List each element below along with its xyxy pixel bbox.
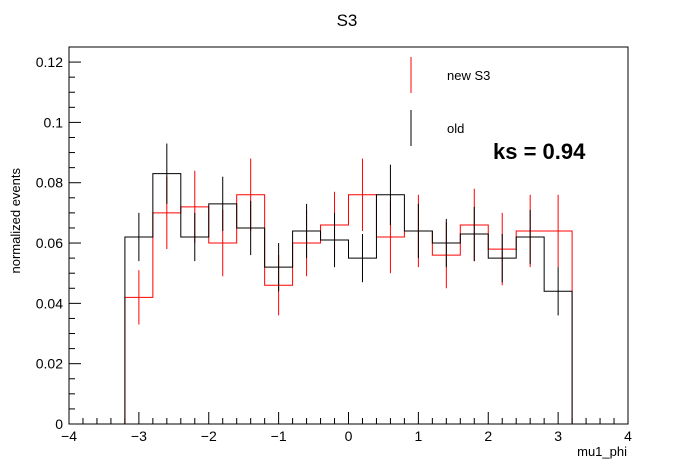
x-tick-label: 1	[414, 428, 422, 444]
x-tick-label: 0	[345, 428, 353, 444]
y-tick-label: 0.06	[36, 235, 63, 251]
y-tick-label: 0.1	[44, 114, 64, 130]
x-tick-label: −3	[131, 428, 147, 444]
x-tick-label: −2	[201, 428, 217, 444]
x-tick-label: −1	[271, 428, 287, 444]
y-axis-label: normalized events	[8, 168, 23, 274]
chart-title: S3	[337, 11, 358, 30]
legend-label: old	[447, 121, 464, 136]
y-tick-label: 0.02	[36, 356, 63, 372]
x-tick-label: −4	[61, 428, 77, 444]
y-tick-label: 0.12	[36, 54, 63, 70]
ks-annotation: ks = 0.94	[493, 139, 586, 164]
legend-label: new S3	[447, 68, 490, 83]
x-tick-label: 3	[554, 428, 562, 444]
x-tick-label: 4	[624, 428, 632, 444]
y-tick-label: 0.08	[36, 175, 63, 191]
y-tick-label: 0.04	[36, 295, 63, 311]
x-tick-label: 2	[484, 428, 492, 444]
x-axis-label: mu1_phi	[577, 444, 627, 459]
